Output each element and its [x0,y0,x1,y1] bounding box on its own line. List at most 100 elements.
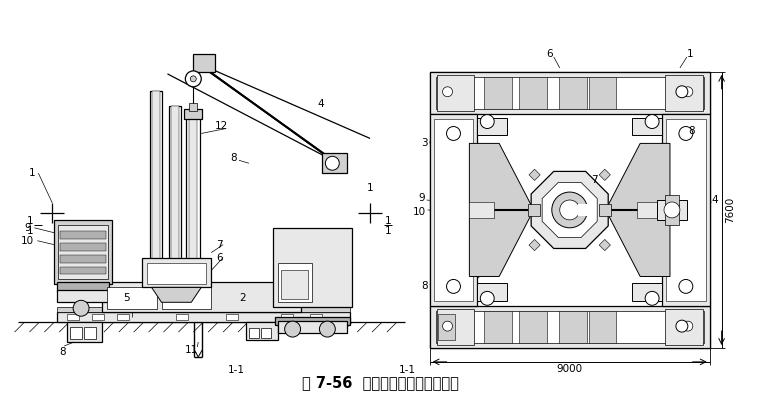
Bar [60,231,106,239]
Bar [438,80,455,105]
Bar [322,153,347,173]
Text: 6: 6 [546,49,553,59]
Bar [59,225,108,279]
Text: 1: 1 [385,216,391,226]
Bar [637,202,662,218]
Circle shape [447,279,461,294]
Polygon shape [542,182,597,237]
Text: 图 7-56  全液压式静力压桩机压桩: 图 7-56 全液压式静力压桩机压桩 [302,375,458,390]
Bar [529,169,540,180]
Bar [92,314,104,320]
Circle shape [676,86,688,98]
Circle shape [683,321,693,331]
Bar [67,322,102,342]
Text: 6: 6 [216,253,223,263]
Text: 3: 3 [421,138,428,148]
Text: 1: 1 [686,49,693,59]
Circle shape [645,115,659,128]
Bar [151,91,160,284]
Circle shape [190,76,196,82]
Text: 9: 9 [419,193,425,203]
Bar [470,202,494,218]
Bar [578,204,590,216]
Bar [102,282,300,312]
Bar [559,311,587,343]
Bar [169,105,182,284]
Text: 7: 7 [591,175,598,185]
Bar [436,309,474,345]
Bar [60,267,106,274]
Bar [429,72,710,348]
Circle shape [480,292,494,305]
Bar [273,228,352,307]
Text: 8: 8 [421,282,428,292]
Bar [67,314,79,320]
Bar [519,311,547,343]
Bar [666,119,706,301]
Bar [436,75,474,111]
Bar [484,77,512,109]
Bar [528,204,540,216]
Bar [519,77,547,109]
Text: 5: 5 [123,293,130,303]
Circle shape [185,71,201,87]
Circle shape [664,202,680,218]
Bar [277,321,347,333]
Bar [559,77,587,109]
Text: 9: 9 [24,223,30,233]
Bar [162,288,211,309]
Bar [193,54,215,72]
Bar [438,314,455,340]
Text: 8: 8 [59,347,65,357]
Bar [150,91,162,284]
Bar [249,328,259,338]
Bar [429,113,477,306]
Circle shape [325,156,339,170]
Bar [84,327,96,339]
Text: 1: 1 [27,216,33,226]
Text: 1-1: 1-1 [399,365,416,375]
Bar [60,243,106,251]
Circle shape [552,192,587,228]
Bar [186,115,200,284]
Circle shape [442,87,452,97]
Bar [274,317,350,325]
Bar [277,263,312,302]
Bar [435,77,704,109]
Circle shape [645,292,659,305]
Bar [57,290,109,302]
Bar [261,328,271,338]
Bar [147,263,206,284]
Bar [70,327,82,339]
Bar [57,312,350,322]
Bar [588,77,616,109]
Bar [477,284,507,301]
Bar [57,307,350,312]
Bar [429,306,710,348]
Bar [434,119,473,301]
Bar [185,109,202,119]
Text: 10: 10 [21,236,34,246]
Bar [435,311,704,343]
Bar [588,311,616,343]
Text: 12: 12 [214,121,228,130]
Text: 1: 1 [27,226,33,236]
Bar [280,314,293,320]
Text: 1: 1 [385,226,391,236]
Text: 7600: 7600 [726,197,736,223]
Bar [226,314,238,320]
Circle shape [679,127,693,140]
Text: 1: 1 [29,168,36,178]
Bar [311,314,322,320]
Bar [600,204,611,216]
Circle shape [319,321,335,337]
Bar [632,117,662,136]
Text: 4: 4 [317,99,324,109]
Bar [632,284,662,301]
Text: 8: 8 [689,126,695,136]
Bar [657,200,687,220]
Bar [477,117,507,136]
Bar [60,255,106,263]
Bar [665,75,703,111]
Polygon shape [531,171,608,249]
